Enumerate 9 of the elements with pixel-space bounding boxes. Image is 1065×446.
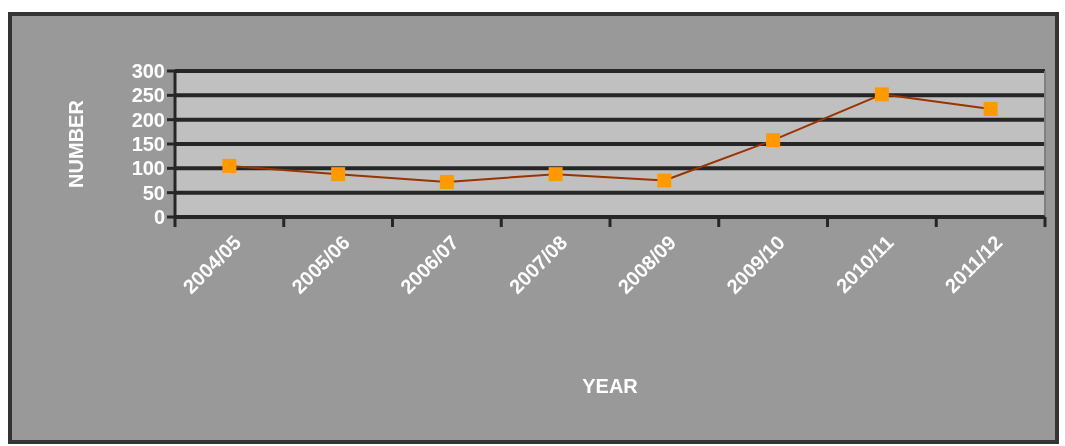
y-tick-label: 0	[153, 206, 165, 228]
y-tick-label: 300	[131, 60, 165, 82]
x-axis-title: YEAR	[582, 375, 639, 397]
y-axis-title: NUMBER	[65, 99, 87, 188]
y-tick-label: 50	[142, 181, 165, 204]
y-tick-label: 150	[131, 133, 165, 155]
y-tick-label: 200	[131, 108, 165, 131]
y-tick-label: 100	[131, 157, 165, 180]
y-tick-label: 250	[131, 84, 165, 107]
